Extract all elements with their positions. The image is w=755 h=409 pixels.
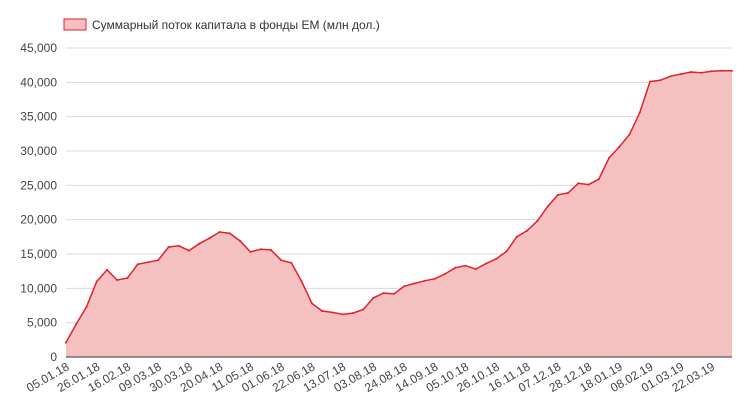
data-point [577, 182, 580, 185]
data-point [464, 264, 467, 267]
data-point [536, 220, 539, 222]
data-point [526, 229, 529, 232]
y-tick-label: 35,000 [20, 110, 57, 124]
data-point [157, 259, 160, 262]
data-point [75, 323, 78, 325]
data-point [321, 310, 324, 312]
data-point [249, 250, 252, 253]
data-point [659, 79, 662, 82]
data-point [413, 282, 416, 285]
data-point [188, 249, 190, 252]
data-point [280, 259, 283, 262]
y-tick-label: 10,000 [20, 281, 57, 295]
data-point [126, 277, 129, 279]
data-point [392, 292, 395, 295]
data-point [679, 73, 682, 76]
data-point [587, 183, 590, 186]
data-point [269, 248, 272, 251]
data-point [731, 69, 733, 72]
legend-label: Суммарный поток капитала в фонды ЕМ (млн… [92, 18, 380, 32]
data-point [628, 133, 631, 136]
data-point [433, 277, 436, 280]
data-point [351, 312, 354, 315]
data-point [147, 261, 149, 264]
data-point [300, 280, 303, 283]
y-tick-label: 45,000 [20, 41, 57, 55]
data-point [218, 231, 221, 233]
data-point [515, 235, 518, 238]
data-point [454, 266, 457, 269]
data-point [649, 80, 651, 83]
data-point [423, 279, 426, 282]
data-point [331, 311, 334, 314]
data-point [608, 156, 610, 159]
data-point [310, 302, 313, 305]
data-point [474, 268, 477, 271]
data-point [618, 145, 621, 148]
y-tick-label: 5,000 [27, 316, 57, 330]
area-fill [66, 70, 732, 357]
data-point [341, 313, 344, 316]
y-tick-label: 40,000 [20, 75, 57, 89]
series-line [65, 69, 732, 343]
data-point [95, 280, 98, 283]
y-tick-label: 25,000 [20, 178, 57, 192]
data-point [638, 111, 641, 114]
data-point [290, 261, 293, 264]
data-point [556, 193, 559, 196]
legend-swatch [63, 18, 87, 31]
data-point [136, 263, 139, 266]
data-point [495, 257, 498, 260]
data-point [669, 75, 672, 78]
data-point [362, 308, 365, 311]
data-points [65, 69, 733, 344]
data-point [167, 246, 170, 249]
data-point [403, 285, 406, 288]
data-point [546, 205, 549, 208]
data-point [505, 250, 508, 253]
data-point [228, 232, 231, 235]
data-point [65, 341, 67, 344]
data-point [567, 191, 570, 194]
data-point [710, 70, 713, 73]
data-point [690, 71, 692, 73]
data-point [259, 248, 262, 251]
data-point [106, 268, 108, 271]
y-tick-label: 20,000 [20, 213, 57, 227]
data-point [720, 69, 723, 72]
data-point [116, 279, 119, 282]
data-point [239, 240, 242, 242]
data-point [198, 242, 201, 245]
data-point [177, 244, 180, 247]
y-tick-label: 15,000 [20, 247, 57, 261]
y-tick-label: 0 [50, 350, 57, 364]
data-point [208, 237, 211, 240]
data-point [85, 305, 88, 308]
legend: Суммарный поток капитала в фонды ЕМ (млн… [63, 18, 380, 32]
data-point [597, 178, 600, 181]
y-axis-tick-labels: 0 5,000 10,000 15,000 20,000 25,000 30,000 35,0… [20, 41, 57, 364]
data-point [485, 262, 488, 265]
data-point [444, 272, 447, 275]
data-point [372, 296, 375, 299]
data-point [382, 292, 385, 295]
data-point [700, 71, 703, 74]
y-tick-label: 30,000 [20, 144, 57, 158]
x-axis-tick-labels: 05.01.1826.01.1816.02.1809.03.1830.03.18… [24, 359, 717, 395]
